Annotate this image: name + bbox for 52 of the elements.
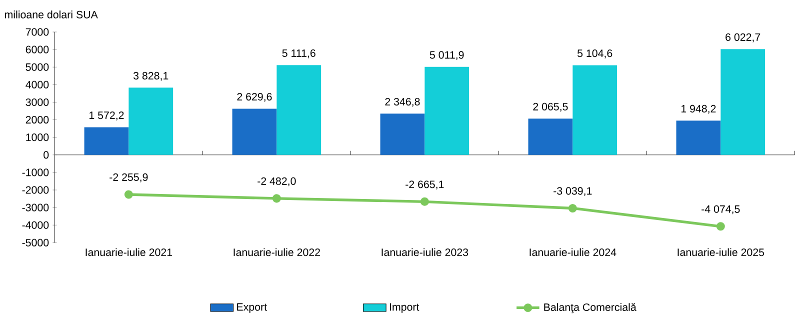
y-tick-label: -5000 xyxy=(22,238,49,246)
bar xyxy=(676,120,721,155)
data-label: 2 346,8 xyxy=(385,98,420,107)
data-label: 2 629,6 xyxy=(237,92,272,102)
y-tick-label: -4000 xyxy=(22,221,49,229)
y-tick-label: -3000 xyxy=(22,204,49,212)
legend-label: Import xyxy=(390,303,420,313)
data-label: 6 022,7 xyxy=(726,33,760,42)
data-label: 5 011,9 xyxy=(430,51,464,60)
data-label: 5 111,6 xyxy=(282,49,316,58)
data-label: 2 065,5 xyxy=(533,102,568,112)
point xyxy=(272,194,281,203)
data-label: 1 572,2 xyxy=(90,112,124,120)
x-tick-label: Ianuarie-iulie 2021 xyxy=(86,248,172,256)
y-axis-title: milioane dolari SUA xyxy=(4,10,98,18)
point xyxy=(716,222,725,231)
data-label: -2 482,0 xyxy=(258,177,296,186)
bar xyxy=(424,66,470,155)
data-label: 1 948,2 xyxy=(681,104,716,114)
y-tick-label: -2000 xyxy=(22,186,49,194)
bar xyxy=(232,108,277,155)
data-label: -3 039,1 xyxy=(554,187,592,196)
bar xyxy=(528,118,573,155)
data-label: -2 665,1 xyxy=(406,180,444,190)
y-tick-label: 7000 xyxy=(26,28,49,36)
y-tick-label: 0 xyxy=(44,151,49,159)
data-label: 5 104,6 xyxy=(577,50,612,58)
bar xyxy=(380,114,425,155)
x-tick-label: Ianuarie-iulie 2022 xyxy=(234,248,320,256)
x-tick-label: Ianuarie-iulie 2024 xyxy=(530,248,616,256)
y-tick-label: 5000 xyxy=(26,63,49,71)
legend-label: Balanţa Comercială xyxy=(544,303,636,314)
y-tick-label: 4000 xyxy=(26,80,49,88)
bar xyxy=(84,127,129,155)
bar xyxy=(276,65,322,155)
bar xyxy=(128,88,174,155)
bar xyxy=(572,65,618,155)
y-tick-label: 3000 xyxy=(26,98,49,106)
y-tick-label: 1000 xyxy=(26,134,49,142)
data-label: -4 074,5 xyxy=(702,205,740,214)
data-label: 3 828,1 xyxy=(133,72,168,81)
x-tick-label: Ianuarie-iulie 2023 xyxy=(382,248,468,256)
y-tick-label: 2000 xyxy=(26,116,49,124)
data-label: -2 255,9 xyxy=(110,173,148,182)
point xyxy=(420,197,429,206)
point xyxy=(568,204,577,212)
y-tick-label: 6000 xyxy=(26,46,49,54)
y-tick-label: -1000 xyxy=(22,168,49,176)
x-tick-label: Ianuarie-iulie 2025 xyxy=(678,248,764,256)
legend-label: Export xyxy=(237,303,267,313)
point xyxy=(124,190,133,199)
bar xyxy=(720,49,766,155)
